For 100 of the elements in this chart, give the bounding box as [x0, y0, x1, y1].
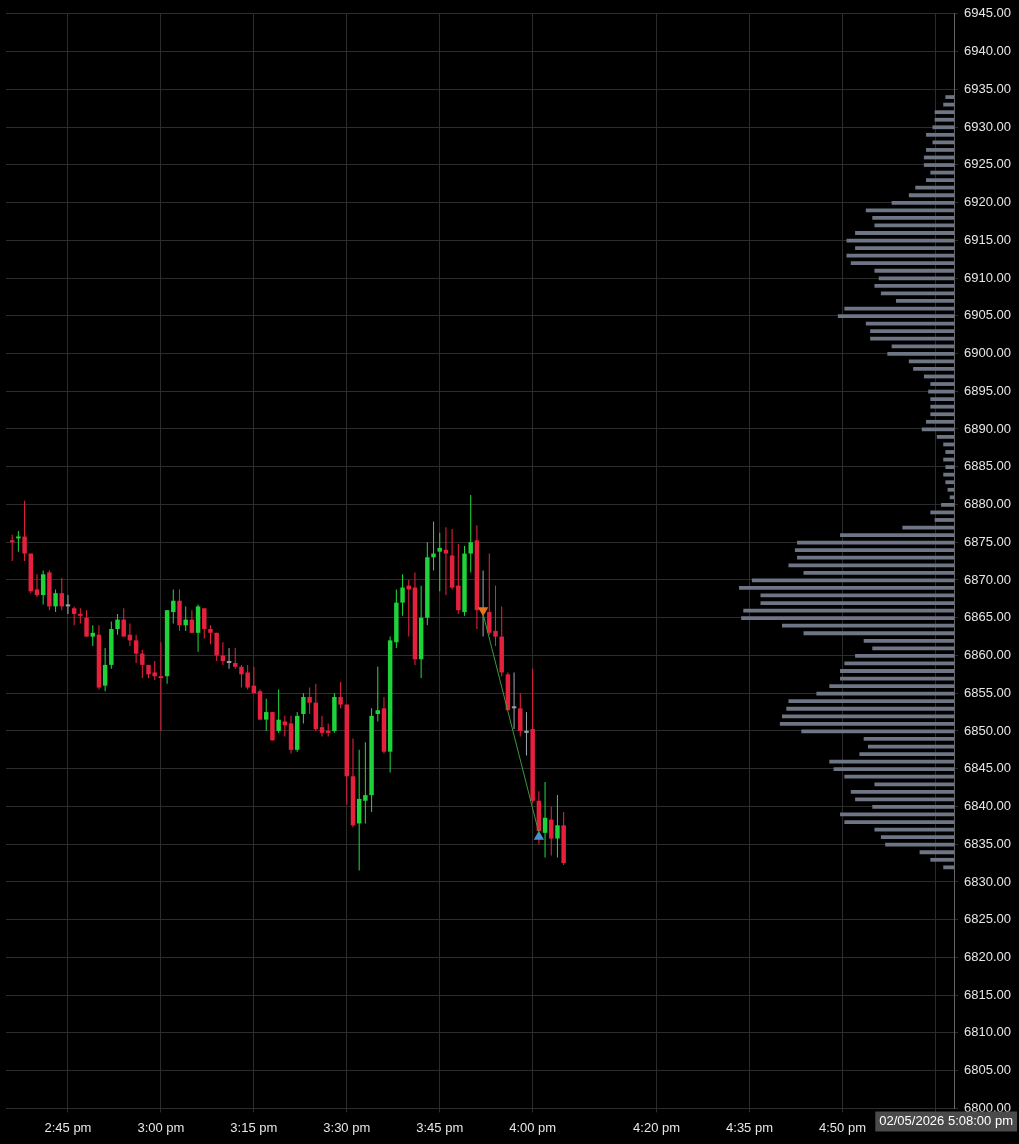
bar [930, 404, 954, 409]
candlestick [84, 610, 89, 637]
bar [908, 193, 954, 197]
bar [934, 117, 954, 122]
candlestick [555, 795, 560, 858]
y-tick-label: 6915.00 [964, 231, 1012, 247]
y-tick-label: 6880.00 [964, 496, 1012, 512]
y-tick-label: 6840.00 [964, 798, 1012, 814]
bar [945, 465, 954, 469]
bar [930, 381, 954, 386]
bar [885, 842, 954, 847]
bar [947, 487, 954, 492]
bar [794, 548, 954, 552]
bar [872, 646, 954, 651]
bar [837, 313, 954, 318]
bar [908, 359, 954, 364]
bar [919, 850, 954, 854]
x-tick-label: 3:15 pm [230, 1119, 278, 1135]
y-tick-label: 6835.00 [964, 835, 1012, 851]
bar [844, 774, 954, 779]
bar [926, 419, 954, 424]
bar [865, 208, 954, 213]
candlestick [202, 608, 207, 639]
bar [870, 329, 954, 333]
x-tick-label: 4:20 pm [633, 1119, 681, 1135]
bar [921, 427, 954, 432]
y-tick-label: 6865.00 [964, 609, 1012, 625]
bar [803, 631, 954, 635]
bar [751, 578, 954, 583]
bar [872, 215, 954, 220]
bar [943, 865, 954, 870]
x-tick-label: 4:35 pm [726, 1119, 774, 1135]
x-tick-label: 4:00 pm [509, 1119, 557, 1135]
y-tick-label: 6945.00 [964, 5, 1012, 21]
candlestick [363, 742, 368, 824]
y-tick-label: 6815.00 [964, 986, 1012, 1002]
y-tick-label: 6920.00 [964, 194, 1012, 210]
x-tick-label: 3:45 pm [416, 1119, 464, 1135]
bar [846, 253, 954, 258]
bar [782, 714, 954, 718]
bar [739, 585, 954, 590]
y-tick-label: 6910.00 [964, 269, 1012, 285]
y-tick-label: 6860.00 [964, 647, 1012, 663]
bar [913, 366, 954, 371]
bar [863, 638, 954, 643]
bar [932, 140, 954, 145]
y-tick-label: 6810.00 [964, 1024, 1012, 1040]
bar [915, 185, 954, 190]
bar [923, 162, 954, 167]
bar [855, 246, 954, 250]
bar [788, 563, 954, 567]
bar [945, 480, 954, 484]
y-tick-label: 6870.00 [964, 571, 1012, 587]
bar [930, 412, 954, 416]
bar [829, 759, 954, 764]
bar [816, 691, 954, 696]
y-tick-label: 6940.00 [964, 43, 1012, 59]
bar [829, 684, 954, 688]
y-tick-label: 6935.00 [964, 80, 1012, 96]
bar [878, 276, 954, 280]
y-tick-label: 6885.00 [964, 458, 1012, 474]
bar [782, 623, 954, 628]
y-tick-label: 6900.00 [964, 345, 1012, 361]
y-tick-label: 6805.00 [964, 1062, 1012, 1078]
candlestick [338, 681, 343, 709]
bar [891, 200, 954, 205]
bar [936, 434, 954, 439]
bar [760, 600, 954, 605]
y-tick-label: 6850.00 [964, 722, 1012, 738]
y-tick-label: 6925.00 [964, 156, 1012, 172]
bar [863, 736, 954, 741]
bar [874, 268, 954, 273]
bar [943, 102, 954, 107]
y-tick-label: 6845.00 [964, 760, 1012, 776]
y-tick-label: 6905.00 [964, 307, 1012, 323]
bar [797, 555, 954, 560]
candlestick [561, 812, 566, 865]
candlestick [307, 687, 312, 714]
bar [926, 132, 954, 137]
bar [833, 767, 954, 771]
bar [930, 857, 954, 862]
bar [930, 397, 954, 401]
bar [941, 502, 954, 507]
bar [850, 261, 954, 265]
bar [855, 797, 954, 802]
bar [932, 125, 954, 129]
bar [895, 298, 954, 303]
bar [934, 517, 954, 522]
bar [874, 782, 954, 786]
bar [788, 699, 954, 703]
bar [850, 789, 954, 794]
candlestick [208, 625, 213, 645]
bar [741, 616, 954, 620]
bar [840, 668, 954, 673]
candlestick [109, 621, 114, 669]
y-tick-label: 6820.00 [964, 949, 1012, 964]
bar [855, 653, 954, 658]
bar [797, 540, 954, 545]
y-tick-label: 6875.00 [964, 533, 1012, 549]
bar [926, 178, 954, 182]
